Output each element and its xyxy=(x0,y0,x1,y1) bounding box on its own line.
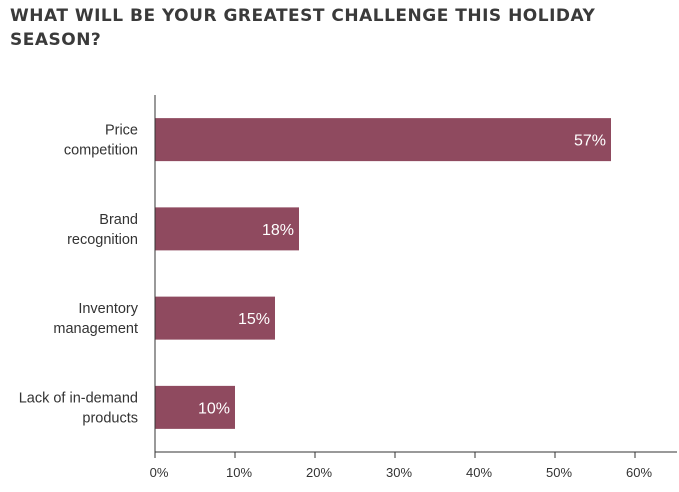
category-label: Lack of in-demand products xyxy=(19,390,138,426)
x-tick-label: 10% xyxy=(226,465,252,480)
category-labels: Price competition Brand recognition Inventor… xyxy=(19,123,139,427)
category-label: Price competition xyxy=(64,123,138,159)
bar xyxy=(155,207,299,251)
x-axis-ticks xyxy=(154,452,636,458)
x-tick-label: 40% xyxy=(466,465,492,480)
x-tick-label: 20% xyxy=(306,465,332,480)
bar xyxy=(155,385,235,429)
x-tick-label: 30% xyxy=(386,465,412,480)
data-label: 57% xyxy=(574,133,606,150)
bar xyxy=(155,296,275,340)
x-tick-label: 0% xyxy=(150,465,169,480)
data-label: 18% xyxy=(262,222,294,239)
bars-group xyxy=(155,118,611,429)
category-label: Brand recognition xyxy=(67,212,138,248)
data-labels: 57% 18% 15% 10% xyxy=(198,133,606,418)
x-tick-label: 60% xyxy=(626,465,652,480)
category-label: Inventory management xyxy=(53,301,138,337)
bar xyxy=(155,118,611,162)
chart-title: WHAT WILL BE YOUR GREATEST CHALLENGE THI… xyxy=(10,6,596,50)
x-axis-tick-labels: 0% 10% 20% 30% 40% 50% 60% xyxy=(150,465,653,480)
x-tick-label: 50% xyxy=(546,465,572,480)
data-label: 15% xyxy=(238,311,270,328)
data-label: 10% xyxy=(198,400,230,417)
